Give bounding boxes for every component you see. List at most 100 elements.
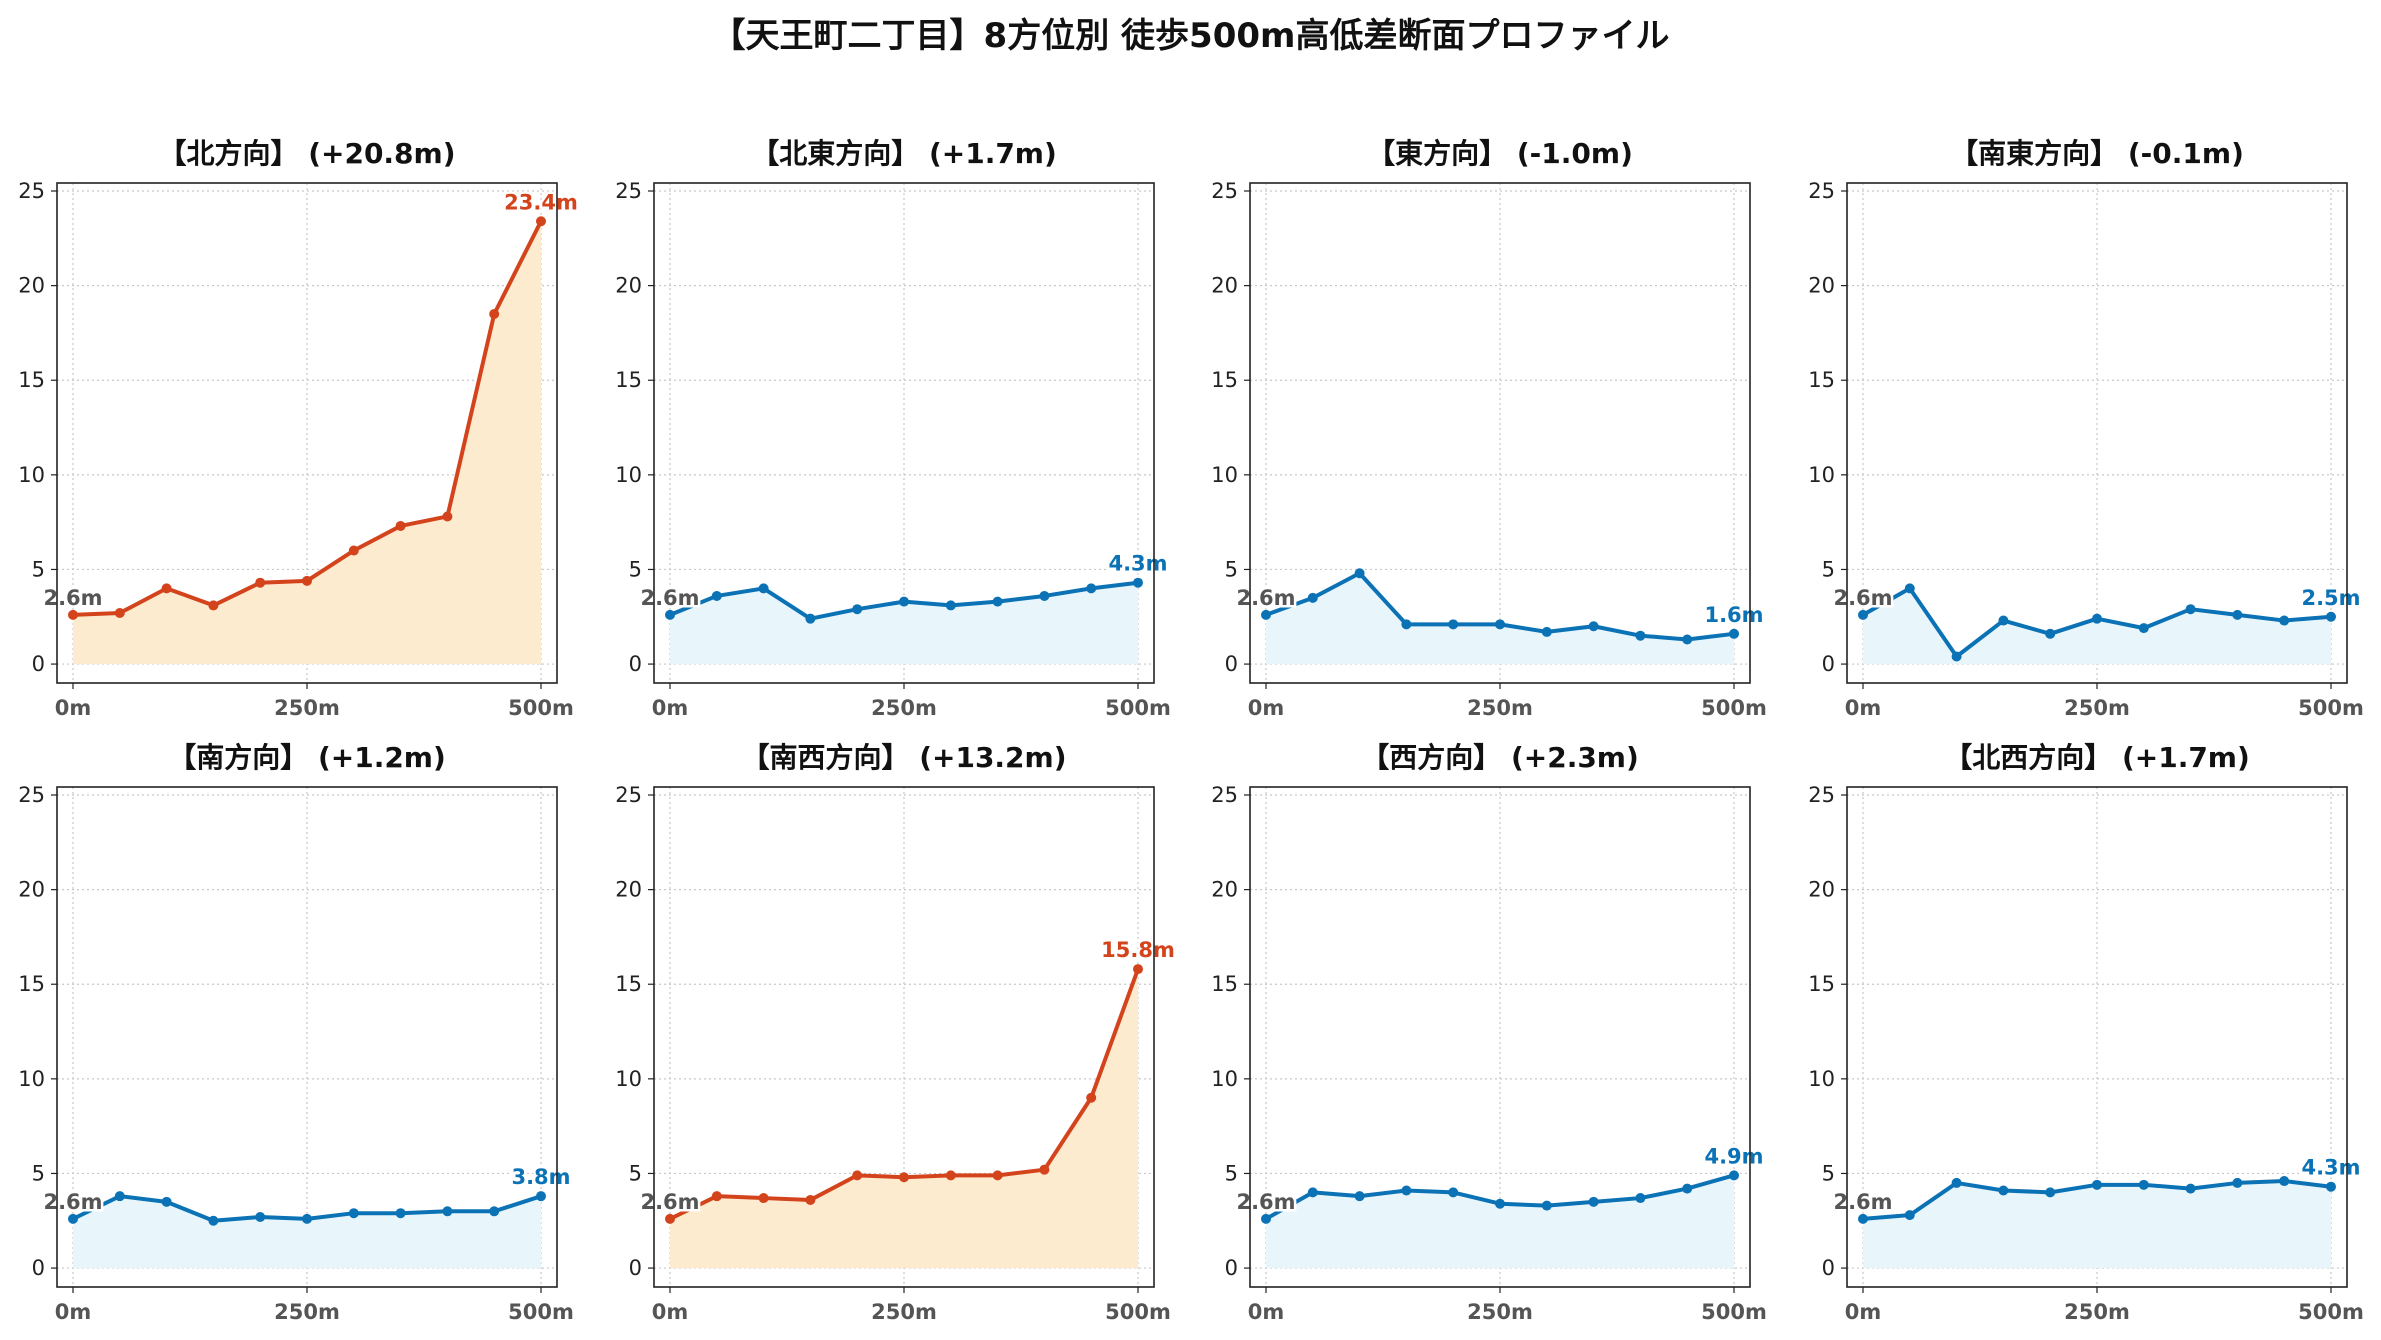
- y-tick-label: 0: [32, 1256, 45, 1280]
- x-tick-label: 250m: [274, 1300, 340, 1324]
- elevation-point: [302, 1213, 312, 1224]
- elevation-point: [114, 1191, 125, 1202]
- elevation-point: [758, 583, 769, 594]
- y-tick-label: 20: [18, 878, 45, 902]
- elevation-point: [2185, 604, 2196, 615]
- y-tick-label: 5: [1225, 1161, 1238, 1185]
- y-tick-label: 25: [1211, 783, 1238, 807]
- x-tick-label: 500m: [2298, 696, 2364, 720]
- y-tick-label: 25: [18, 783, 45, 807]
- elevation-point: [2232, 609, 2243, 620]
- y-tick-label: 15: [1808, 972, 1835, 996]
- y-tick-label: 15: [1211, 368, 1238, 392]
- x-tick-label: 0m: [1248, 1300, 1285, 1324]
- elevation-point: [945, 1170, 956, 1181]
- y-tick-label: 20: [615, 274, 642, 298]
- subplot-title: 【東方向】 (-1.0m): [1367, 137, 1633, 170]
- subplot-title: 【北方向】 (+20.8m): [158, 137, 455, 170]
- elevation-point: [805, 1194, 816, 1205]
- y-tick-label: 10: [1211, 463, 1238, 487]
- x-tick-label: 250m: [1467, 1300, 1533, 1324]
- end-value-label: 4.3m: [1108, 552, 1167, 576]
- elevation-point: [2092, 1179, 2102, 1190]
- x-tick-label: 500m: [1105, 1300, 1171, 1324]
- elevation-point: [1307, 592, 1318, 603]
- elevation-point: [2045, 628, 2056, 639]
- plot-frame: [1249, 786, 1751, 1288]
- elevation-point: [2279, 615, 2290, 626]
- x-tick-label: 0m: [55, 1300, 92, 1324]
- start-value-label: 2.6m: [1833, 1190, 1892, 1214]
- x-tick-label: 0m: [1248, 696, 1285, 720]
- subplot-title: 【北西方向】 (+1.7m): [1944, 741, 2250, 774]
- x-tick-label: 250m: [2064, 1300, 2130, 1324]
- x-tick-label: 250m: [871, 696, 937, 720]
- elevation-point: [2232, 1177, 2243, 1188]
- elevation-area: [1266, 573, 1734, 665]
- elevation-point: [711, 590, 722, 601]
- elevation-point: [852, 1170, 863, 1181]
- x-tick-label: 250m: [1467, 696, 1533, 720]
- start-value-label: 2.6m: [43, 586, 102, 610]
- plot-frame: [653, 182, 1155, 684]
- elevation-point: [1998, 1185, 2009, 1196]
- y-tick-label: 0: [1225, 1256, 1238, 1280]
- elevation-point: [1448, 619, 1459, 630]
- y-tick-label: 25: [1808, 783, 1835, 807]
- x-tick-label: 0m: [652, 696, 689, 720]
- elevation-point: [442, 511, 453, 522]
- elevation-point: [665, 1213, 675, 1224]
- elevation-point: [1904, 583, 1915, 594]
- elevation-area: [1266, 1175, 1734, 1269]
- start-value-label: 2.6m: [1833, 586, 1892, 610]
- elevation-point: [1039, 590, 1050, 601]
- y-tick-label: 10: [1211, 1067, 1238, 1091]
- y-tick-label: 15: [18, 972, 45, 996]
- elevation-point: [1133, 964, 1143, 975]
- elevation-point: [68, 609, 78, 620]
- elevation-point: [1401, 1185, 1412, 1196]
- elevation-point: [1635, 630, 1646, 641]
- elevation-point: [1039, 1164, 1050, 1175]
- plot-frame: [1846, 182, 2348, 684]
- elevation-point: [489, 309, 500, 319]
- elevation-point: [758, 1193, 769, 1204]
- elevation-point: [395, 520, 406, 531]
- elevation-point: [1541, 626, 1552, 637]
- y-tick-label: 5: [629, 557, 642, 581]
- y-tick-label: 0: [629, 652, 642, 676]
- subplot-title: 【南西方向】 (+13.2m): [741, 741, 1066, 774]
- elevation-point: [1354, 1191, 1365, 1202]
- elevation-point: [348, 545, 359, 556]
- start-value-label: 2.6m: [640, 586, 699, 610]
- x-tick-label: 500m: [1701, 1300, 1767, 1324]
- y-tick-label: 15: [615, 972, 642, 996]
- y-tick-label: 10: [18, 1067, 45, 1091]
- elevation-point: [1261, 609, 1271, 620]
- end-value-label: 23.4m: [504, 190, 578, 214]
- elevation-point: [1261, 1213, 1271, 1224]
- elevation-point: [1086, 1092, 1097, 1103]
- x-tick-label: 0m: [55, 696, 92, 720]
- elevation-point: [2326, 1181, 2336, 1192]
- elevation-point: [68, 1213, 78, 1224]
- x-tick-label: 500m: [1701, 696, 1767, 720]
- y-tick-label: 10: [615, 463, 642, 487]
- y-tick-label: 15: [1808, 368, 1835, 392]
- elevation-point: [2279, 1176, 2290, 1187]
- elevation-point: [852, 604, 863, 615]
- elevation-point: [1635, 1193, 1646, 1204]
- y-tick-label: 25: [1808, 179, 1835, 203]
- y-tick-label: 20: [1808, 878, 1835, 902]
- subplot-title: 【北東方向】 (+1.7m): [751, 137, 1057, 170]
- elevation-point: [1495, 1198, 1505, 1209]
- y-tick-label: 25: [1211, 179, 1238, 203]
- x-tick-label: 0m: [1845, 1300, 1882, 1324]
- y-tick-label: 20: [1808, 274, 1835, 298]
